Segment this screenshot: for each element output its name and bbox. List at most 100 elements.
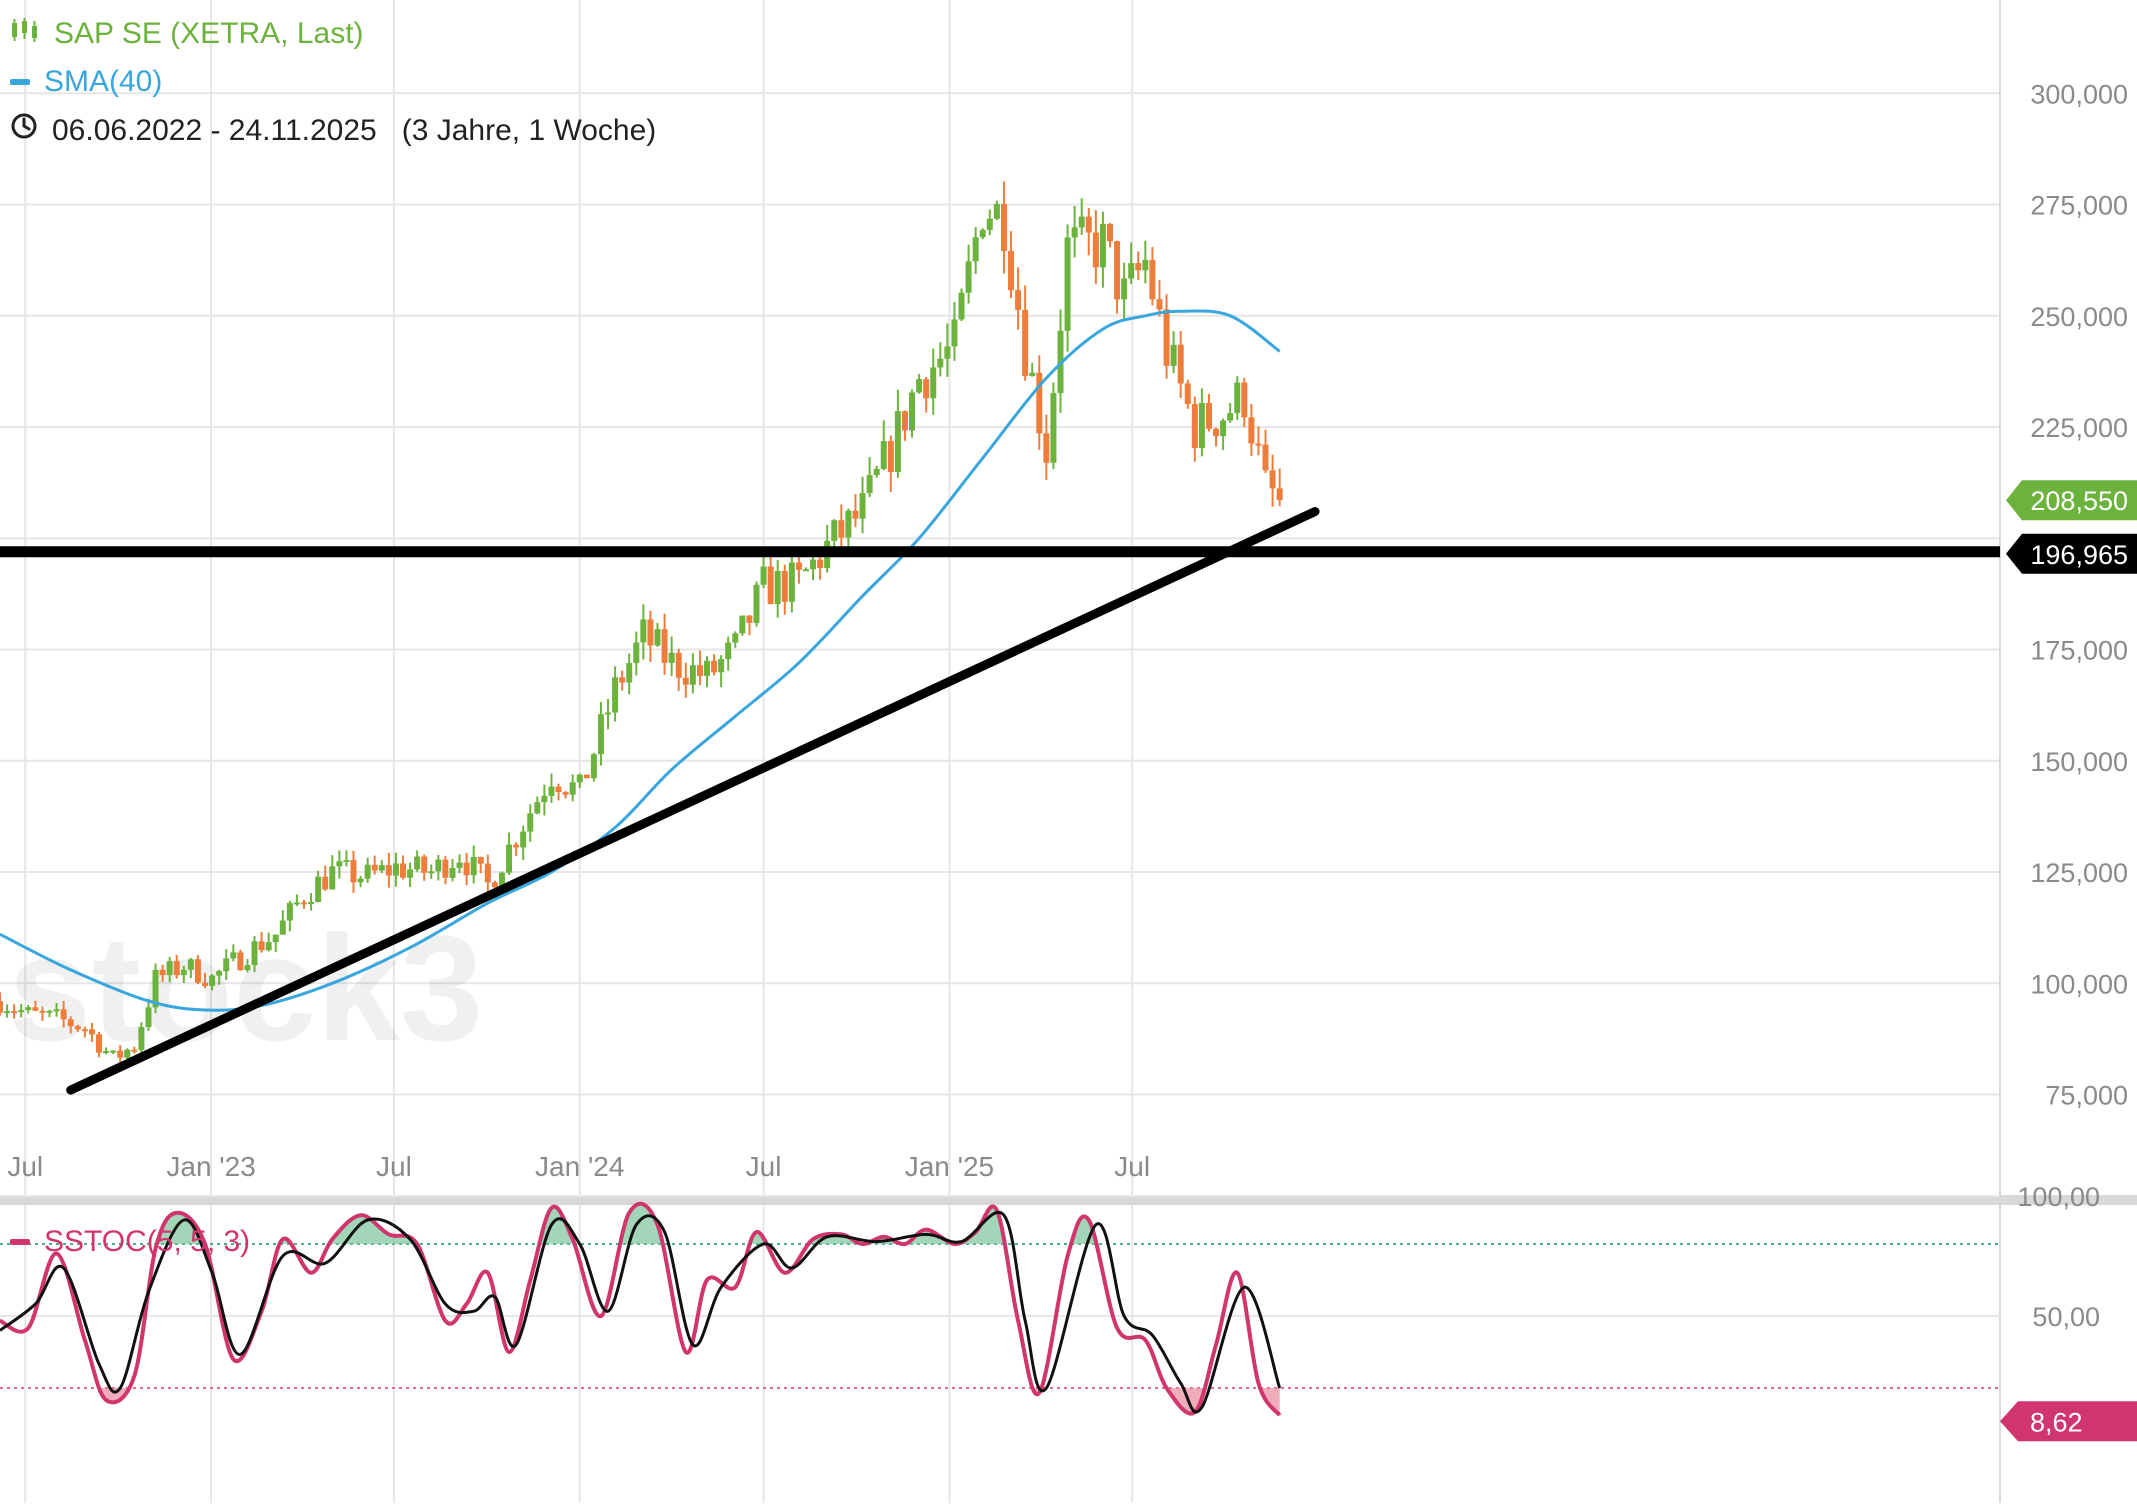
candle-body	[675, 652, 682, 678]
candle-body	[265, 942, 272, 951]
candle-body	[117, 1050, 124, 1058]
candle-body	[520, 831, 527, 848]
candle-body	[1000, 204, 1007, 252]
candle-body	[1184, 383, 1191, 405]
candle-body	[1198, 402, 1205, 449]
candle-body	[428, 871, 435, 874]
candle-body	[930, 367, 937, 399]
y-tick-label: 100,000	[2030, 969, 2128, 999]
candle-body	[1156, 299, 1163, 310]
candle-body	[399, 863, 406, 878]
candle-body	[491, 882, 498, 888]
candle-body	[788, 562, 795, 602]
candle-body	[25, 1007, 32, 1011]
clock-icon	[10, 112, 38, 149]
candle-body	[1191, 404, 1198, 449]
candle-body	[449, 867, 456, 878]
candle-body	[817, 559, 824, 568]
y-tick-label: 75,000	[2045, 1081, 2128, 1111]
candle-body	[1163, 309, 1170, 366]
candle-body	[1220, 420, 1227, 437]
candle-body	[1269, 470, 1276, 489]
candle-body	[1050, 392, 1057, 463]
candle-body	[293, 902, 300, 905]
x-tick-label: Jul	[376, 1151, 412, 1182]
candle-body	[286, 902, 293, 921]
candle-body	[1227, 413, 1234, 421]
candle-body	[145, 1007, 152, 1028]
legend-range: 06.06.2022 - 24.11.2025 (3 Jahre, 1 Woch…	[10, 112, 656, 149]
candlestick-icon	[10, 16, 40, 52]
legend-sstoc-label: SSTOC(5, 5, 3)	[44, 1225, 251, 1258]
candle-body	[435, 859, 442, 872]
candle-body	[739, 615, 746, 634]
candle-body	[704, 660, 710, 676]
candle-body	[569, 782, 576, 795]
candle-body	[1170, 344, 1177, 366]
candle-body	[4, 1011, 11, 1014]
candle-body	[1121, 278, 1128, 300]
candle-body	[74, 1026, 81, 1030]
candle-body	[95, 1034, 102, 1053]
candle-body	[1135, 263, 1142, 271]
candle-body	[781, 570, 788, 602]
candle-body	[1213, 428, 1220, 437]
candle-body	[421, 856, 428, 873]
panel-separator	[0, 1195, 2137, 1205]
candle-body	[237, 952, 244, 971]
candle-body	[301, 902, 308, 905]
candle-body	[11, 1011, 18, 1014]
candle-body	[110, 1050, 117, 1053]
candle-body	[838, 520, 845, 538]
y-tick-label: 275,000	[2030, 191, 2128, 221]
candle-body	[0, 1001, 3, 1013]
candle-body	[506, 844, 513, 873]
candle-body	[336, 861, 343, 867]
candle-body	[732, 633, 739, 643]
candle-body	[1128, 263, 1135, 279]
candle-body	[958, 292, 965, 320]
candle-body	[597, 714, 604, 755]
candle-body	[873, 468, 880, 476]
y-tick-label: 225,000	[2030, 413, 2128, 443]
candle-body	[1262, 444, 1269, 471]
stoch-k-line	[0, 1201, 1282, 1417]
candles	[0, 181, 1283, 1066]
candle-body	[470, 857, 477, 876]
candle-body	[194, 959, 201, 983]
stoch-last-badge-label: 8,62	[2030, 1407, 2083, 1437]
candle-body	[555, 786, 562, 793]
legend-sstoc: SSTOC(5, 5, 3)	[10, 1224, 250, 1260]
candle-body	[350, 859, 357, 883]
candle-body	[46, 1010, 53, 1013]
candle-body	[1071, 227, 1078, 238]
candle-body	[944, 346, 951, 359]
candle-body	[986, 218, 993, 230]
candle-body	[753, 584, 760, 623]
last-price-badge-label: 208,550	[2030, 486, 2128, 516]
candle-body	[1149, 259, 1156, 300]
candle-body	[576, 774, 583, 783]
candle-body	[60, 1009, 67, 1020]
candle-body	[251, 941, 258, 966]
candle-body	[477, 857, 484, 864]
candle-body	[187, 959, 194, 970]
y-tick-label: 125,000	[2030, 858, 2128, 888]
candle-body	[159, 969, 166, 976]
candle-body	[725, 642, 732, 660]
last-price-badge	[2006, 480, 2137, 521]
candle-body	[1085, 216, 1092, 233]
candle-body	[1234, 382, 1241, 414]
candle-body	[1015, 290, 1022, 310]
candle-body	[661, 629, 668, 663]
candle-body	[343, 859, 350, 862]
candle-body	[378, 865, 385, 871]
candle-body	[1177, 344, 1184, 384]
candle-body	[1255, 443, 1262, 446]
legend-price-label: SAP SE (XETRA, Last)	[54, 17, 364, 50]
legend-sma-label: SMA(40)	[44, 65, 163, 98]
candle-body	[39, 1010, 46, 1013]
candle-body	[979, 229, 986, 238]
candle-body	[103, 1050, 110, 1053]
candle-body	[456, 862, 463, 868]
